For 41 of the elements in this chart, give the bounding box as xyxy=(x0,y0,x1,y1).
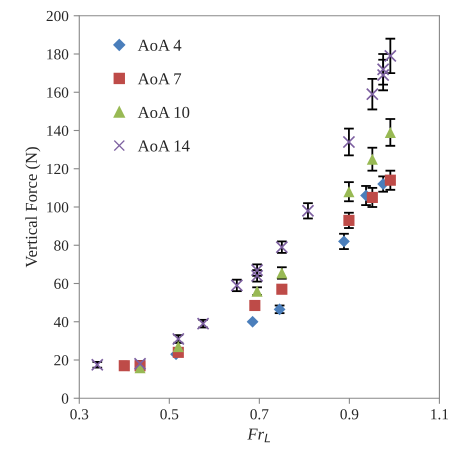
y-tick-label: 160 xyxy=(47,87,68,98)
point xyxy=(338,236,350,248)
point xyxy=(366,154,378,165)
y-axis-title: Vertical Force (N) xyxy=(25,147,40,268)
point xyxy=(366,192,378,203)
point xyxy=(376,62,390,76)
y-tick-label: 180 xyxy=(47,49,68,60)
x-tick-label: 0.5 xyxy=(160,409,178,420)
point xyxy=(366,88,379,101)
y-tick-label: 120 xyxy=(47,164,68,174)
point xyxy=(343,214,354,226)
x-axis-title: Fr$_{L}$ xyxy=(247,428,270,442)
legend-label: AoA 7 xyxy=(138,73,182,84)
y-tick-label: 60 xyxy=(54,278,68,289)
x-tick-label: 0.9 xyxy=(340,409,358,420)
y-tick-label: 100 xyxy=(47,202,68,212)
y-tick-label: 140 xyxy=(47,126,68,136)
point xyxy=(249,300,260,312)
point xyxy=(246,316,258,328)
y-tick-label: 20 xyxy=(54,355,68,366)
point xyxy=(90,358,104,372)
point xyxy=(384,174,396,186)
x-tick-label: 1.1 xyxy=(431,409,448,420)
legend-label: AoA 4 xyxy=(138,40,182,51)
point xyxy=(376,68,390,82)
point xyxy=(276,284,288,295)
point xyxy=(342,136,356,148)
y-tick-label: 200 xyxy=(46,10,68,22)
x-tick-label: 0.7 xyxy=(250,409,268,420)
point xyxy=(118,360,130,372)
point xyxy=(134,357,146,370)
y-tick-label: 80 xyxy=(54,240,68,251)
point xyxy=(384,126,396,138)
legend-label: AoA 14 xyxy=(138,140,190,152)
y-tick-label: 0 xyxy=(62,393,68,404)
point xyxy=(384,50,397,62)
x-tick-label: 0.3 xyxy=(70,409,88,420)
y-tick-label: 40 xyxy=(54,316,68,328)
legend-label: AoA 10 xyxy=(138,106,190,118)
point xyxy=(343,186,354,198)
point xyxy=(172,341,184,352)
